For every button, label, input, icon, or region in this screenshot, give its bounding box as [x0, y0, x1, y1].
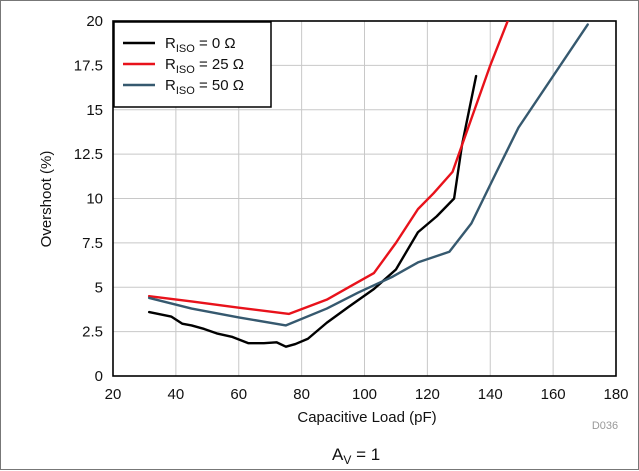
legend-label-subscript: ISO — [176, 43, 195, 55]
series-line-riso-1 — [147, 21, 510, 316]
legend-label: RISO = 50 Ω — [165, 77, 244, 97]
y-tick-label: 5 — [95, 279, 103, 296]
x-tick-label: 40 — [168, 386, 185, 403]
gain-caption-subscript: V — [343, 453, 351, 467]
gain-caption: AV = 1 — [332, 445, 380, 467]
x-tick-label: 100 — [352, 386, 377, 403]
y-axis-label: Overshoot (%) — [38, 151, 55, 248]
gain-caption-main: A — [332, 445, 344, 464]
series-layer — [147, 21, 589, 348]
legend-label-subscript: ISO — [176, 64, 195, 76]
legend-label-subscript: ISO — [176, 85, 195, 97]
series-line-riso-0 — [147, 74, 478, 348]
legend-label-tail: = 0 Ω — [195, 35, 236, 52]
legend-label-tail: = 25 Ω — [195, 56, 244, 73]
legend-label-main: R — [165, 35, 176, 52]
y-tick-label: 0 — [95, 368, 103, 385]
y-tick-label: 20 — [86, 13, 103, 30]
series-line-riso-2 — [147, 23, 589, 327]
legend-label-tail: = 50 Ω — [195, 77, 244, 94]
y-tick-label: 7.5 — [82, 235, 103, 252]
x-tick-label: 140 — [478, 386, 503, 403]
y-tick-label: 12.5 — [74, 146, 103, 163]
gain-caption-tail: = 1 — [351, 445, 380, 464]
legend-label-main: R — [165, 56, 176, 73]
figure-code: D036 — [592, 420, 618, 432]
x-tick-label: 20 — [105, 386, 122, 403]
y-tick-label: 10 — [86, 191, 103, 208]
x-tick-label: 120 — [415, 386, 440, 403]
x-tick-label: 160 — [541, 386, 566, 403]
x-tick-label: 180 — [603, 386, 628, 403]
legend-label: RISO = 25 Ω — [165, 56, 244, 76]
legend-label-main: R — [165, 77, 176, 94]
plot-frame — [112, 20, 617, 377]
y-tick-label: 2.5 — [82, 324, 103, 341]
y-tick-label: 15 — [86, 102, 103, 119]
x-axis-label: Capacitive Load (pF) — [297, 409, 436, 426]
y-tick-label: 17.5 — [74, 57, 103, 74]
tick-label-layer: 20 40 60 80 100 120 140 160 180 0 2.5 5 7.5 10 12.5 15 1… — [74, 13, 629, 403]
x-tick-label: 80 — [293, 386, 310, 403]
legend-label: RISO = 0 Ω — [165, 35, 236, 55]
x-tick-label: 60 — [230, 386, 247, 403]
